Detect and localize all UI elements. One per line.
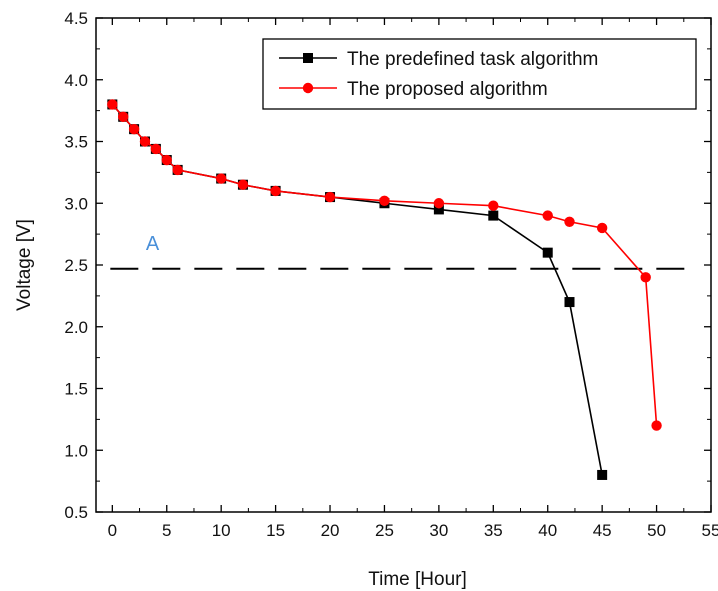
data-point-circle <box>215 173 227 184</box>
data-point-circle <box>150 143 162 155</box>
y-tick-label: 1.5 <box>64 380 88 399</box>
y-tick-label: 4.0 <box>64 71 88 90</box>
legend-marker-square <box>303 53 313 63</box>
data-point-circle <box>118 111 129 123</box>
y-tick-label: 2.0 <box>64 318 88 337</box>
x-tick-label: 45 <box>593 521 612 540</box>
data-point-circle <box>270 185 281 197</box>
data-point-circle <box>128 123 140 135</box>
x-tick-label: 30 <box>429 521 448 540</box>
y-tick-label: 3.0 <box>64 194 88 213</box>
data-point-circle <box>564 216 575 227</box>
data-point-circle <box>542 210 553 221</box>
data-point-circle <box>651 420 662 431</box>
series-line <box>111 103 603 476</box>
data-point-circle <box>161 154 172 166</box>
data-point-square <box>542 247 553 258</box>
data-point-circle <box>488 200 499 211</box>
legend-marker-circle <box>302 82 314 94</box>
x-axis-title: Time [Hour] <box>368 569 467 590</box>
y-tick-label: 2.5 <box>64 256 88 275</box>
plot-frame <box>95 17 712 513</box>
x-tick-label: 15 <box>266 521 285 540</box>
data-point-circle <box>640 272 651 283</box>
x-tick-label: 55 <box>702 521 718 540</box>
data-point-circle <box>172 164 183 176</box>
series-2 <box>107 99 662 431</box>
data-point-circle <box>433 198 445 209</box>
data-point-circle <box>107 99 118 110</box>
legend-box <box>262 38 697 110</box>
data-point-circle <box>139 136 151 147</box>
x-tick-label: 5 <box>162 521 171 540</box>
y-tick-label: 4.5 <box>64 9 88 28</box>
x-tick-label: 20 <box>321 521 340 540</box>
chart-legend: The predefined task algorithm The propose… <box>262 38 697 110</box>
legend-label: The predefined task algorithm <box>347 49 598 70</box>
x-tick-label: 25 <box>375 521 394 540</box>
data-point-circle <box>596 222 608 234</box>
data-point-square <box>564 297 575 308</box>
data-point-circle <box>324 191 336 203</box>
y-tick-label: 0.5 <box>64 503 88 522</box>
data-point-square <box>488 210 499 221</box>
x-tick-label: 0 <box>108 521 117 540</box>
y-axis-title: Voltage [V] <box>14 219 35 311</box>
data-point-square <box>433 204 444 215</box>
annotation-label-a: A <box>146 233 160 255</box>
data-point-square <box>597 469 608 480</box>
data-point-circle <box>379 195 390 206</box>
x-tick-label: 40 <box>538 521 557 540</box>
y-tick-label: 3.5 <box>64 133 88 152</box>
series-1 <box>107 99 608 480</box>
legend-label: The proposed algorithm <box>347 79 548 100</box>
y-tick-label: 1.0 <box>64 441 88 460</box>
x-tick-label: 10 <box>212 521 231 540</box>
x-tick-label: 50 <box>647 521 666 540</box>
series-line <box>111 103 658 426</box>
x-tick-label: 35 <box>484 521 503 540</box>
data-point-circle <box>237 179 249 190</box>
